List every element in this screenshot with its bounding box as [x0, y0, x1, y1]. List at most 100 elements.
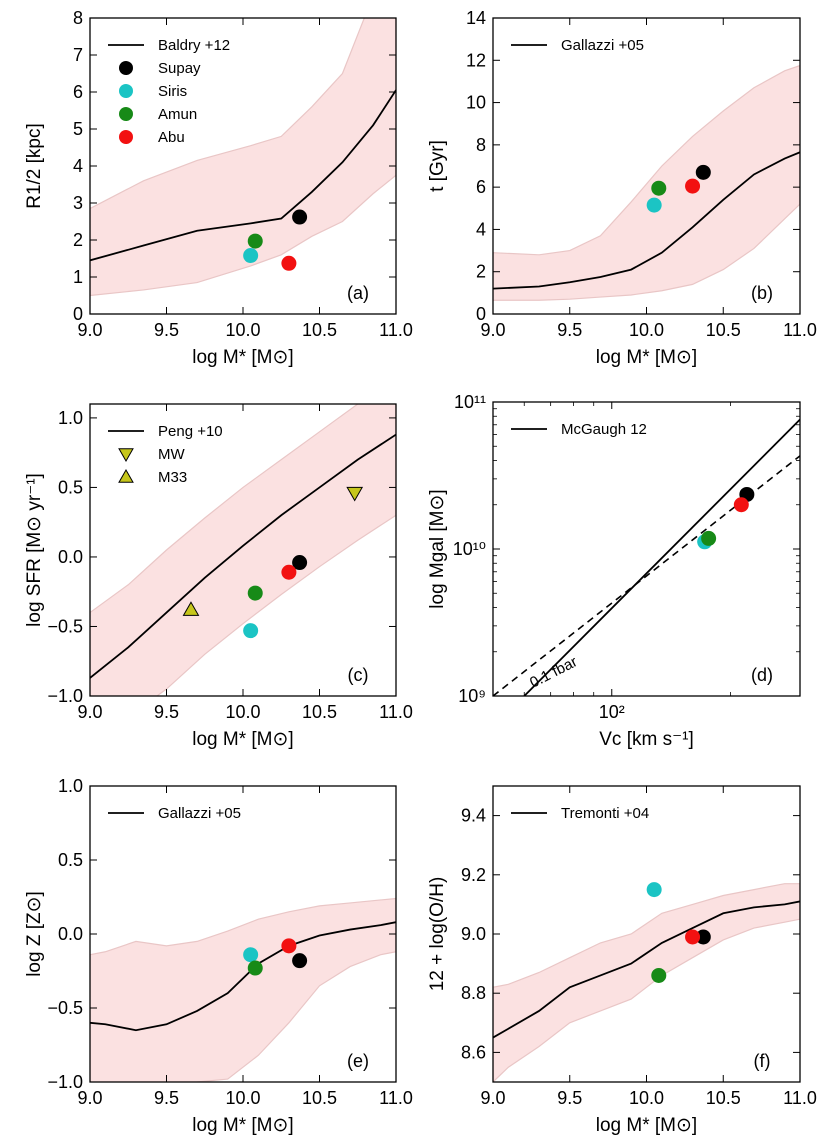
relation-line	[493, 151, 800, 290]
x-axis-label-text: log M* [M⊙]	[192, 1115, 293, 1136]
x-tick-label: 11.0	[783, 1088, 817, 1108]
x-tick-label: 9.5	[154, 702, 179, 722]
x-tick-label: 9.5	[154, 320, 179, 340]
legend-label: Abu	[158, 129, 185, 146]
point-mw	[346, 486, 364, 502]
point-abu	[733, 497, 749, 513]
y-tick-label: 9.0	[461, 924, 486, 944]
x-axis-label-text: log M* [M⊙]	[192, 729, 293, 750]
legend-marker-siris	[119, 84, 133, 98]
point-abu	[281, 938, 297, 954]
legend-marker-abu	[119, 130, 133, 144]
point-amun	[651, 967, 667, 983]
point-abu	[685, 178, 701, 194]
panel-label: (f)	[754, 1051, 771, 1071]
point-supay	[695, 929, 711, 945]
point-amun	[247, 960, 263, 976]
y-tick-label: −1.0	[47, 1072, 83, 1092]
plot-area	[493, 882, 800, 1082]
y-tick-label: −0.5	[47, 998, 83, 1018]
panel-label: (e)	[347, 1051, 369, 1071]
x-tick-label: 10.0	[629, 1088, 664, 1108]
y-tick-label: 4	[476, 219, 486, 239]
y-axis-label: log SFR [M⊙ yr⁻¹]	[24, 473, 45, 627]
y-tick-label: 2	[476, 262, 486, 282]
y-tick-label: 1	[73, 267, 83, 287]
x-tick-label: 10.0	[225, 320, 260, 340]
ticks: 10² 10⁹ 10¹⁰ 10¹¹	[453, 392, 800, 722]
legend-label: Gallazzi +05	[561, 37, 644, 54]
x-tick-label: 11.0	[783, 320, 817, 340]
x-tick-label: 9.0	[480, 320, 505, 340]
y-tick-label: 8.8	[461, 983, 486, 1003]
y-tick-label: 8	[476, 135, 486, 155]
legend-label: Amun	[158, 106, 197, 123]
y-axis-label: log Z [Z⊙]	[24, 891, 45, 977]
x-tick-label: 9.5	[557, 320, 582, 340]
x-tick-label: 9.5	[154, 1088, 179, 1108]
legend-label: Peng +10	[158, 423, 223, 440]
legend: Peng +10 MW M33	[108, 423, 223, 486]
baryon-fraction-line	[493, 455, 800, 696]
ticks: 9.0 9.5 10.0 10.5 11.0 8.6 8.8 9.0 9.2 9.4	[461, 786, 817, 1108]
legend-label: Siris	[158, 83, 187, 100]
legend-label: M33	[158, 469, 187, 486]
x-axis-label: log M* [M⊙]	[596, 347, 697, 368]
point-supay	[292, 555, 308, 571]
ticks: 9.0 9.5 10.0 10.5 11.0 0 2 4 6 8 10 12 14	[466, 8, 817, 340]
y-tick-label: 2	[73, 230, 83, 250]
x-tick-label: 9.0	[480, 1088, 505, 1108]
x-axis-label-text: log M* [M⊙]	[596, 347, 697, 368]
legend-label: MW	[158, 446, 185, 463]
scatter-band	[493, 64, 800, 301]
y-tick-label: −0.5	[47, 616, 83, 636]
point-amun	[701, 530, 717, 546]
y-tick-label: 6	[476, 177, 486, 197]
y-tick-label: 8.6	[461, 1042, 486, 1062]
y-tick-label: −1.0	[47, 686, 83, 706]
point-siris	[243, 248, 259, 264]
y-tick-label: 14	[466, 8, 486, 28]
y-tick-label: 0	[73, 304, 83, 324]
x-tick-label: 10.5	[302, 702, 337, 722]
point-abu	[281, 564, 297, 580]
y-tick-label: 9.2	[461, 865, 486, 885]
x-axis-label-text: log M* [M⊙]	[192, 347, 293, 368]
panel-f: 9.0 9.5 10.0 10.5 11.0 8.6 8.8 9.0 9.2 9.4 log M* …	[427, 785, 817, 1136]
point-amun	[247, 233, 263, 249]
panel-c: 9.0 9.5 10.0 10.5 11.0 −1.0 −0.5 0.0 0.5 1.0 log M…	[24, 403, 413, 750]
y-tick-label: 0.0	[58, 547, 83, 567]
legend-label: Tremonti +04	[561, 805, 649, 822]
legend-label: Gallazzi +05	[158, 805, 241, 822]
y-axis-label: R1/2 [kpc]	[24, 123, 45, 209]
ticks: 9.0 9.5 10.0 10.5 11.0 −1.0 −0.5 0.0 0.5 1.0	[47, 776, 412, 1108]
legend: Tremonti +04	[511, 805, 649, 822]
legend-marker-supay	[119, 61, 133, 75]
y-tick-label: 5	[73, 119, 83, 139]
plot-area	[90, 897, 396, 1082]
legend-marker-mw	[118, 448, 134, 463]
x-tick-label: 10.0	[225, 702, 260, 722]
relation-line	[523, 418, 800, 696]
point-siris	[646, 882, 662, 898]
y-tick-label: 10¹⁰	[453, 539, 486, 559]
panel-a: 9.0 9.5 10.0 10.5 11.0 0 1 2 3 4 5 6 7 8 log M* [M⊙] R1…	[24, 8, 413, 368]
point-siris	[646, 197, 662, 213]
panel-label: (c)	[348, 665, 369, 685]
y-tick-label: 10	[466, 93, 486, 113]
legend: Baldry +12 Supay Siris Amun Abu	[108, 37, 230, 146]
y-tick-label: 9.4	[461, 806, 486, 826]
y-tick-label: 4	[73, 156, 83, 176]
y-tick-label: 0.0	[58, 924, 83, 944]
panel-label: (b)	[751, 283, 773, 303]
relation-line	[90, 89, 396, 262]
legend-label: Baldry +12	[158, 37, 230, 54]
legend: Gallazzi +05	[108, 805, 241, 822]
point-abu	[685, 929, 701, 945]
x-tick-label: 9.5	[557, 1088, 582, 1108]
point-m33	[182, 601, 200, 616]
panel-b: 9.0 9.5 10.0 10.5 11.0 0 2 4 6 8 10 12 14 log M* [M⊙]…	[427, 8, 817, 368]
panel-label: (a)	[347, 283, 369, 303]
y-tick-label: 12	[466, 50, 486, 70]
y-axis-label: 12 + log(O/H)	[427, 877, 448, 992]
